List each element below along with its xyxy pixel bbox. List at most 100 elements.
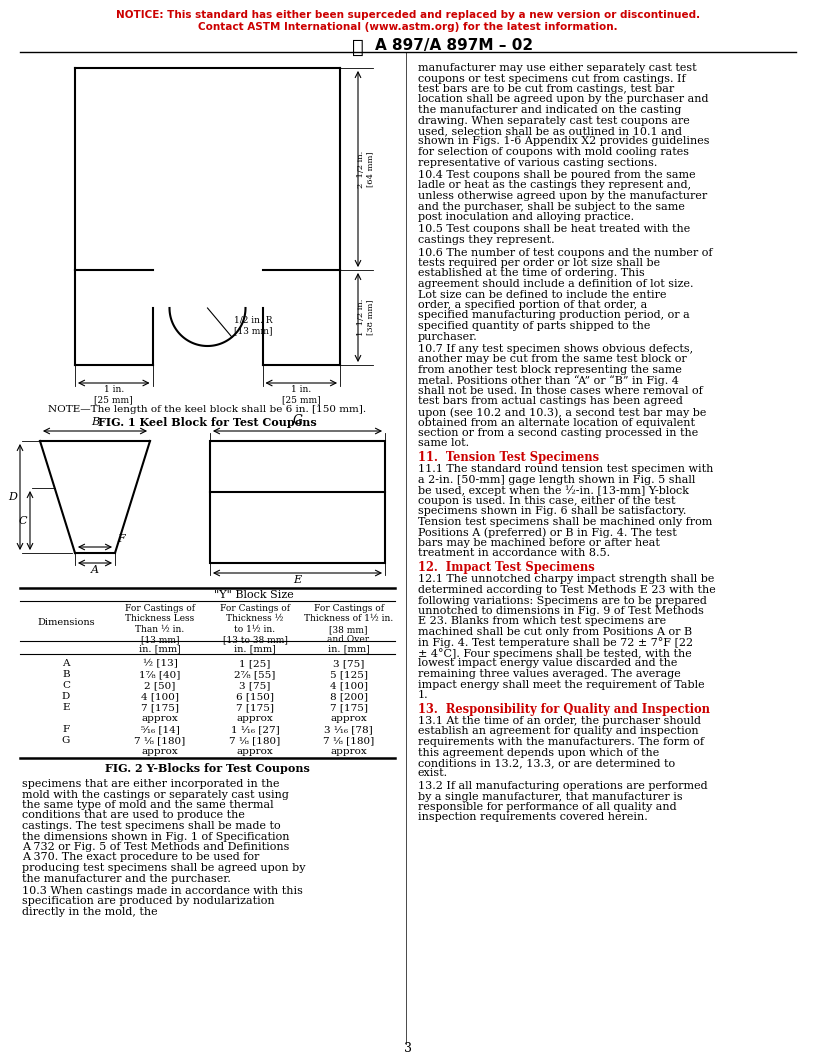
Text: following variations: Specimens are to be prepared: following variations: Specimens are to b…: [418, 596, 707, 605]
Text: requirements with the manufacturers. The form of: requirements with the manufacturers. The…: [418, 737, 704, 747]
Text: 7 [175]: 7 [175]: [330, 703, 367, 712]
Text: remaining three values averaged. The average: remaining three values averaged. The ave…: [418, 670, 681, 679]
Text: 13.1 At the time of an order, the purchaser should: 13.1 At the time of an order, the purcha…: [418, 716, 701, 727]
Text: specimens that are either incorporated in the: specimens that are either incorporated i…: [22, 779, 280, 789]
Text: F: F: [117, 534, 125, 544]
Text: 10.7 If any test specimen shows obvious defects,: 10.7 If any test specimen shows obvious …: [418, 344, 693, 354]
Text: 1⅞ [40]: 1⅞ [40]: [140, 670, 180, 679]
Text: in. [mm]: in. [mm]: [327, 644, 370, 653]
Text: manufacturer may use either separately cast test: manufacturer may use either separately c…: [418, 63, 697, 73]
Text: location shall be agreed upon by the purchaser and: location shall be agreed upon by the pur…: [418, 94, 708, 105]
Text: post inoculation and alloying practice.: post inoculation and alloying practice.: [418, 212, 634, 222]
Text: 10.3 When castings made in accordance with this: 10.3 When castings made in accordance wi…: [22, 886, 303, 895]
Text: approx: approx: [142, 747, 179, 756]
Text: 2  1/2 in.
[64 mm]: 2 1/2 in. [64 mm]: [357, 150, 375, 188]
Text: 3 ¹⁄₁₆ [78]: 3 ¹⁄₁₆ [78]: [324, 725, 373, 734]
Text: inspection requirements covered herein.: inspection requirements covered herein.: [418, 812, 648, 823]
Text: agreement should include a definition of lot size.: agreement should include a definition of…: [418, 279, 694, 289]
Text: 7 ⅛ [180]: 7 ⅛ [180]: [323, 736, 374, 744]
Text: A: A: [91, 565, 99, 576]
Text: the manufacturer and indicated on the casting: the manufacturer and indicated on the ca…: [418, 105, 681, 115]
Text: by a single manufacturer, that manufacturer is: by a single manufacturer, that manufactu…: [418, 792, 683, 802]
Text: unnotched to dimensions in Fig. 9 of Test Methods: unnotched to dimensions in Fig. 9 of Tes…: [418, 606, 704, 616]
Text: A 370. The exact procedure to be used for: A 370. The exact procedure to be used fo…: [22, 852, 259, 863]
Text: section or from a second casting processed in the: section or from a second casting process…: [418, 428, 698, 438]
Text: Contact ASTM International (www.astm.org) for the latest information.: Contact ASTM International (www.astm.org…: [198, 22, 618, 32]
Bar: [210, 441, 385, 563]
Text: 3 [75]: 3 [75]: [333, 659, 364, 668]
Text: unless otherwise agreed upon by the manufacturer: unless otherwise agreed upon by the manu…: [418, 191, 707, 201]
Text: approx: approx: [330, 747, 367, 756]
Text: a 2-in. [50-mm] gage length shown in Fig. 5 shall: a 2-in. [50-mm] gage length shown in Fig…: [418, 475, 695, 485]
Text: shown in Figs. 1-6 Appendix X2 provides guidelines: shown in Figs. 1-6 Appendix X2 provides …: [418, 136, 709, 147]
Text: and the purchaser, shall be subject to the same: and the purchaser, shall be subject to t…: [418, 202, 685, 211]
Text: established at the time of ordering. This: established at the time of ordering. Thi…: [418, 268, 645, 279]
Text: specified manufacturing production period, or a: specified manufacturing production perio…: [418, 310, 690, 321]
Text: responsible for performance of all quality and: responsible for performance of all quali…: [418, 802, 676, 812]
Text: 1  1/2 in.
[38 mm]: 1 1/2 in. [38 mm]: [357, 299, 375, 336]
Text: 6 [150]: 6 [150]: [236, 692, 274, 701]
Text: 13.2 If all manufacturing operations are performed: 13.2 If all manufacturing operations are…: [418, 781, 707, 791]
Text: establish an agreement for quality and inspection: establish an agreement for quality and i…: [418, 727, 698, 736]
Text: C: C: [62, 681, 70, 690]
Text: 2 [50]: 2 [50]: [144, 681, 175, 690]
Text: For Castings of
Thickness Less
Than ½ in.
[13 mm]: For Castings of Thickness Less Than ½ in…: [125, 604, 195, 644]
Text: 1.: 1.: [418, 690, 428, 700]
Text: Lot size can be defined to include the entire: Lot size can be defined to include the e…: [418, 289, 667, 300]
Text: D: D: [62, 692, 70, 701]
Text: castings. The test specimens shall be made to: castings. The test specimens shall be ma…: [22, 821, 281, 831]
Text: 5 [125]: 5 [125]: [330, 670, 367, 679]
Text: For Castings of
Thickness of 1½ in.
[38 mm]
and Over: For Castings of Thickness of 1½ in. [38 …: [304, 604, 393, 644]
Text: B: B: [91, 417, 99, 427]
Text: in. [mm]: in. [mm]: [234, 644, 276, 653]
Text: determined according to Test Methods E 23 with the: determined according to Test Methods E 2…: [418, 585, 716, 595]
Text: 7 ⅛ [180]: 7 ⅛ [180]: [135, 736, 185, 744]
Text: 12.1 The unnotched charpy impact strength shall be: 12.1 The unnotched charpy impact strengt…: [418, 574, 714, 585]
Text: B: B: [62, 670, 70, 679]
Text: 1/2 in. R
[13 mm]: 1/2 in. R [13 mm]: [234, 316, 273, 335]
Text: specified quantity of parts shipped to the: specified quantity of parts shipped to t…: [418, 321, 650, 331]
Text: representative of various casting sections.: representative of various casting sectio…: [418, 157, 658, 168]
Text: approx: approx: [142, 714, 179, 723]
Text: A 897/A 897M – 02: A 897/A 897M – 02: [375, 38, 533, 53]
Text: NOTICE: This standard has either been superceded and replaced by a new version o: NOTICE: This standard has either been su…: [116, 10, 700, 20]
Text: A: A: [62, 659, 69, 668]
Text: purchaser.: purchaser.: [418, 332, 477, 341]
Text: E: E: [62, 703, 69, 712]
Text: 1 ¹⁄₁₆ [27]: 1 ¹⁄₁₆ [27]: [231, 725, 279, 734]
Text: E: E: [294, 576, 302, 585]
Text: used, selection shall be as outlined in 10.1 and: used, selection shall be as outlined in …: [418, 126, 682, 136]
Text: Tension test specimens shall be machined only from: Tension test specimens shall be machined…: [418, 517, 712, 527]
Text: bars may be machined before or after heat: bars may be machined before or after hea…: [418, 538, 660, 548]
Text: 1 in.
[25 mm]: 1 in. [25 mm]: [95, 385, 133, 404]
Text: be used, except when the ½-in. [13-mm] Y-block: be used, except when the ½-in. [13-mm] Y…: [418, 486, 689, 496]
Text: approx: approx: [330, 714, 367, 723]
Text: 13.  Responsibility for Quality and Inspection: 13. Responsibility for Quality and Inspe…: [418, 702, 710, 716]
Text: lowest impact energy value discarded and the: lowest impact energy value discarded and…: [418, 659, 677, 668]
Text: G: G: [292, 414, 303, 427]
Text: metal. Positions other than “A” or “B” in Fig. 4: metal. Positions other than “A” or “B” i…: [418, 376, 679, 386]
Text: 4 [100]: 4 [100]: [141, 692, 179, 701]
Text: coupon is used. In this case, either of the test: coupon is used. In this case, either of …: [418, 496, 676, 506]
Text: F: F: [63, 725, 69, 734]
Text: "Y" Block Size: "Y" Block Size: [214, 590, 294, 600]
Text: D: D: [8, 492, 17, 502]
Text: ⁵⁄₁₆ [14]: ⁵⁄₁₆ [14]: [140, 725, 180, 734]
Text: mold with the castings or separately cast using: mold with the castings or separately cas…: [22, 790, 289, 799]
Text: obtained from an alternate location of equivalent: obtained from an alternate location of e…: [418, 417, 695, 428]
Text: 3: 3: [404, 1042, 412, 1055]
Text: 4 [100]: 4 [100]: [330, 681, 367, 690]
Text: conditions that are used to produce the: conditions that are used to produce the: [22, 811, 245, 821]
Text: 7 [175]: 7 [175]: [141, 703, 179, 712]
Text: For Castings of
Thickness ½
to 1½ in.
[13 to 38 mm]: For Castings of Thickness ½ to 1½ in. [1…: [220, 604, 290, 644]
Text: order, a specified portion of that order, a: order, a specified portion of that order…: [418, 300, 647, 310]
Text: another may be cut from the same test block or: another may be cut from the same test bl…: [418, 355, 687, 364]
Text: 8 [200]: 8 [200]: [330, 692, 367, 701]
Text: G: G: [62, 736, 70, 744]
Text: shall not be used. In those cases where removal of: shall not be used. In those cases where …: [418, 386, 703, 396]
Text: the manufacturer and the purchaser.: the manufacturer and the purchaser.: [22, 873, 231, 884]
Text: conditions in 13.2, 13.3, or are determined to: conditions in 13.2, 13.3, or are determi…: [418, 758, 675, 768]
Text: 7 [175]: 7 [175]: [236, 703, 274, 712]
Text: from another test block representing the same: from another test block representing the…: [418, 365, 682, 375]
Text: 11.1 The standard round tension test specimen with: 11.1 The standard round tension test spe…: [418, 465, 713, 474]
